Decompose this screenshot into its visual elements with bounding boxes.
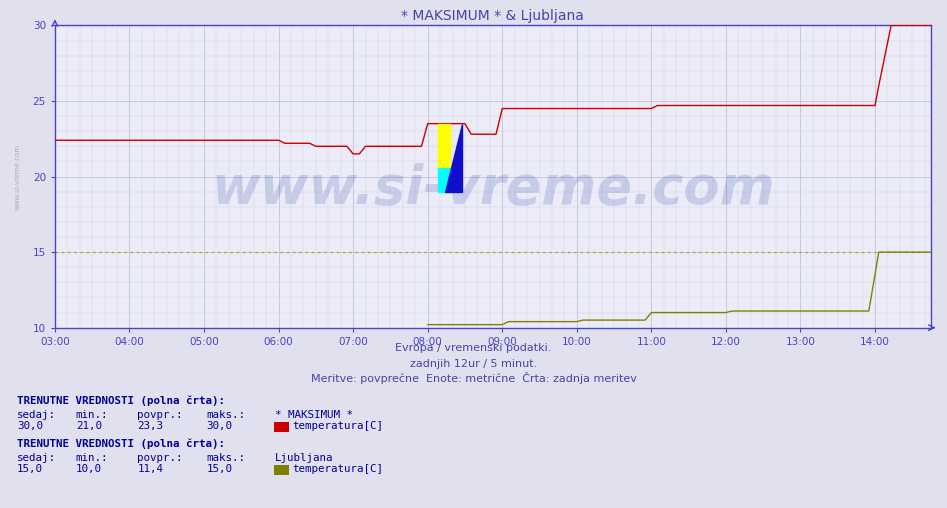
- Text: TRENUTNE VREDNOSTI (polna črta):: TRENUTNE VREDNOSTI (polna črta):: [17, 438, 225, 449]
- Polygon shape: [445, 123, 462, 192]
- Text: maks.:: maks.:: [206, 409, 245, 420]
- Text: 30,0: 30,0: [17, 421, 43, 431]
- Text: Ljubljana: Ljubljana: [275, 453, 333, 463]
- Text: TRENUTNE VREDNOSTI (polna črta):: TRENUTNE VREDNOSTI (polna črta):: [17, 395, 225, 406]
- Text: www.si-vreme.com: www.si-vreme.com: [211, 163, 775, 214]
- Title: * MAKSIMUM * & Ljubljana: * MAKSIMUM * & Ljubljana: [402, 9, 584, 23]
- Text: temperatura[C]: temperatura[C]: [293, 464, 384, 474]
- Bar: [438, 168, 450, 192]
- Text: 11,4: 11,4: [137, 464, 163, 474]
- Text: Meritve: povprečne  Enote: metrične  Črta: zadnja meritev: Meritve: povprečne Enote: metrične Črta:…: [311, 372, 636, 384]
- Text: sedaj:: sedaj:: [17, 409, 56, 420]
- Text: 15,0: 15,0: [206, 464, 232, 474]
- Text: povpr.:: povpr.:: [137, 453, 183, 463]
- Text: * MAKSIMUM *: * MAKSIMUM *: [275, 409, 352, 420]
- Text: zadnjih 12ur / 5 minut.: zadnjih 12ur / 5 minut.: [410, 359, 537, 369]
- Text: min.:: min.:: [76, 453, 108, 463]
- Text: Evropa / vremenski podatki.: Evropa / vremenski podatki.: [395, 342, 552, 353]
- Bar: [438, 123, 450, 168]
- Text: 30,0: 30,0: [206, 421, 232, 431]
- Text: 21,0: 21,0: [76, 421, 101, 431]
- Text: povpr.:: povpr.:: [137, 409, 183, 420]
- Text: min.:: min.:: [76, 409, 108, 420]
- Text: maks.:: maks.:: [206, 453, 245, 463]
- Text: www.si-vreme.com: www.si-vreme.com: [15, 143, 21, 210]
- Text: 23,3: 23,3: [137, 421, 163, 431]
- Text: 10,0: 10,0: [76, 464, 101, 474]
- Text: temperatura[C]: temperatura[C]: [293, 421, 384, 431]
- Text: sedaj:: sedaj:: [17, 453, 56, 463]
- Text: 15,0: 15,0: [17, 464, 43, 474]
